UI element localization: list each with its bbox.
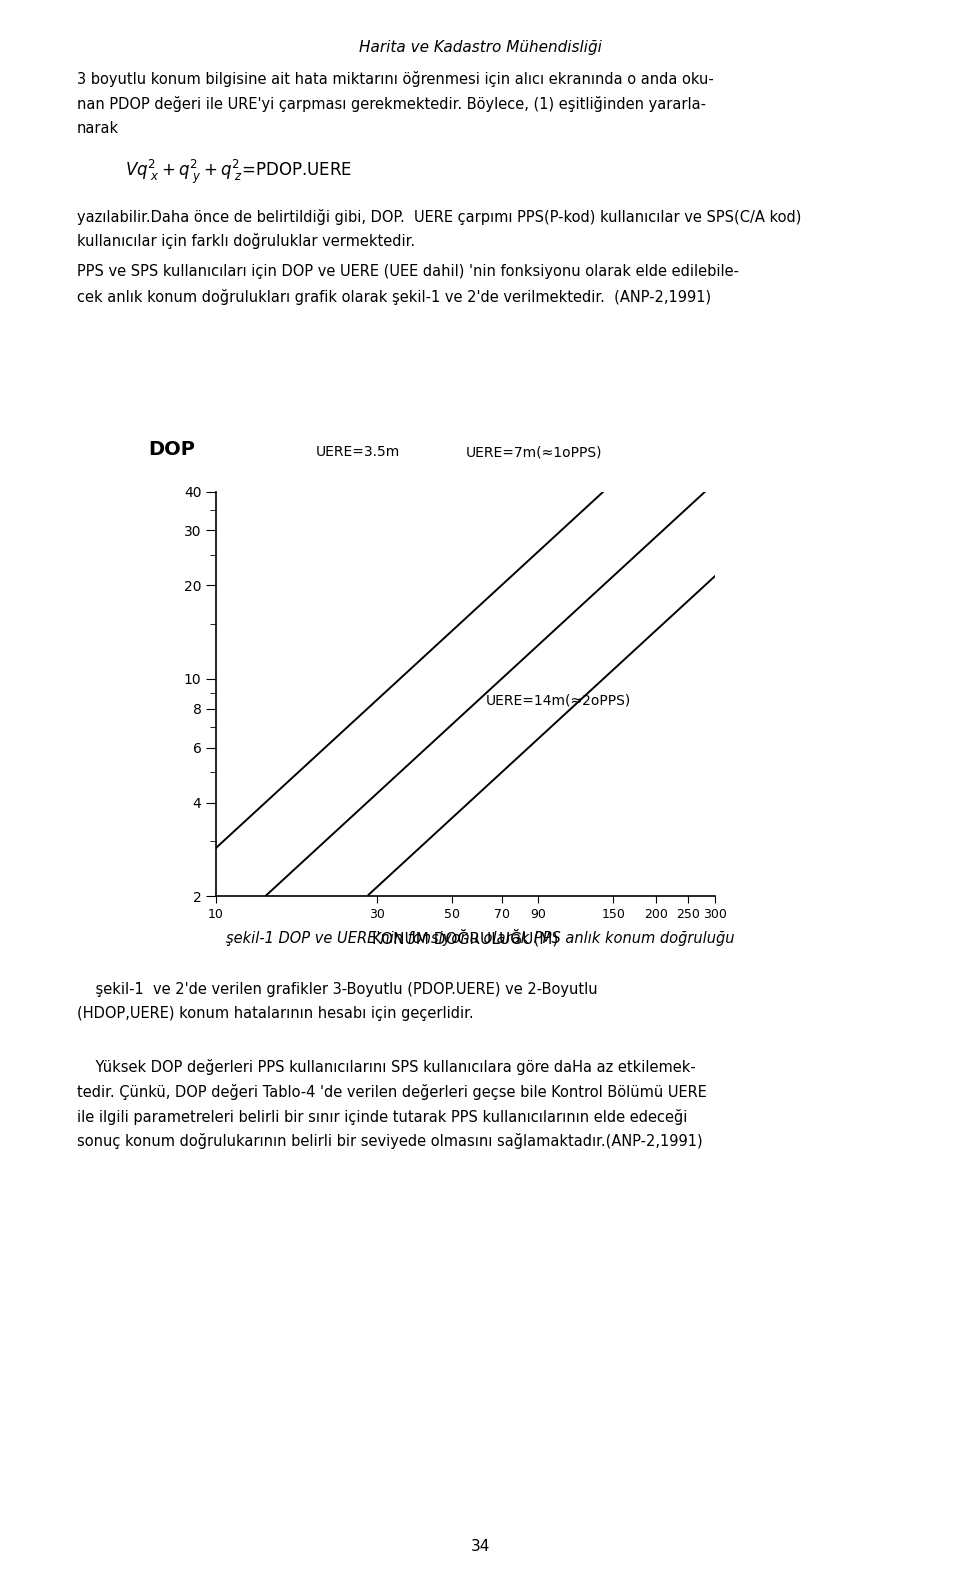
Text: (HDOP,UERE) konum hatalarının hesabı için geçerlidir.: (HDOP,UERE) konum hatalarının hesabı içi… xyxy=(77,1007,473,1021)
Text: sonuç konum doğrulukarının belirli bir seviyede olmasını sağlamaktadır.(ANP-2,19: sonuç konum doğrulukarının belirli bir s… xyxy=(77,1134,703,1150)
Text: DOP: DOP xyxy=(149,441,196,460)
Text: cek anlık konum doğrulukları grafik olarak şekil-1 ve 2'de verilmektedir.  (ANP-: cek anlık konum doğrulukları grafik olar… xyxy=(77,289,711,305)
Text: 34: 34 xyxy=(470,1540,490,1554)
Text: Yüksek DOP değerleri PPS kullanıcılarını SPS kullanıcılara göre daHa az etkileme: Yüksek DOP değerleri PPS kullanıcılarını… xyxy=(77,1059,696,1075)
Text: nan PDOP değeri ile URE'yi çarpması gerekmektedir. Böylece, (1) eşitliğinden yar: nan PDOP değeri ile URE'yi çarpması gere… xyxy=(77,95,706,113)
Text: şekil-1 DOP ve UERE'nin fonsiyonu olarak PPS anlık konum doğruluğu: şekil-1 DOP ve UERE'nin fonsiyonu olarak… xyxy=(226,931,734,945)
Text: kullanıcılar için farklı doğruluklar vermektedir.: kullanıcılar için farklı doğruluklar ver… xyxy=(77,233,415,249)
Text: yazılabilir.Daha önce de belirtildiği gibi, DOP.  UERE çarpımı PPS(P-kod) kullan: yazılabilir.Daha önce de belirtildiği gi… xyxy=(77,208,802,225)
Text: $Vq^{2}_{\ x}+q^{2}_{\ y}+q^{2}_{\ z}$=PDOP.UERE: $Vq^{2}_{\ x}+q^{2}_{\ y}+q^{2}_{\ z}$=P… xyxy=(125,157,352,186)
Text: ile ilgili parametreleri belirli bir sınır içinde tutarak PPS kullanıcılarının e: ile ilgili parametreleri belirli bir sın… xyxy=(77,1109,687,1124)
Text: Harita ve Kadastro Mühendisliği: Harita ve Kadastro Mühendisliği xyxy=(359,40,601,54)
Text: PPS ve SPS kullanıcıları için DOP ve UERE (UEE dahil) 'nin fonksiyonu olarak eld: PPS ve SPS kullanıcıları için DOP ve UER… xyxy=(77,263,739,279)
Text: UERE=14m(≈2oPPS): UERE=14m(≈2oPPS) xyxy=(486,695,631,707)
Text: 3 boyutlu konum bilgisine ait hata miktarını öğrenmesi için alıcı ekranında o an: 3 boyutlu konum bilgisine ait hata mikta… xyxy=(77,71,713,87)
Text: UERE=7m(≈1oPPS): UERE=7m(≈1oPPS) xyxy=(466,446,602,460)
Text: tedir. Çünkü, DOP değeri Tablo-4 'de verilen değerleri geçse bile Kontrol Bölümü: tedir. Çünkü, DOP değeri Tablo-4 'de ver… xyxy=(77,1085,707,1101)
Text: UERE=3.5m: UERE=3.5m xyxy=(316,446,400,460)
X-axis label: KONUM DOĞRULUĞU(M): KONUM DOĞRULUĞU(M) xyxy=(372,929,559,947)
Text: şekil-1  ve 2'de verilen grafikler 3-Boyutlu (PDOP.UERE) ve 2-Boyutlu: şekil-1 ve 2'de verilen grafikler 3-Boyu… xyxy=(77,982,597,996)
Text: narak: narak xyxy=(77,121,119,135)
